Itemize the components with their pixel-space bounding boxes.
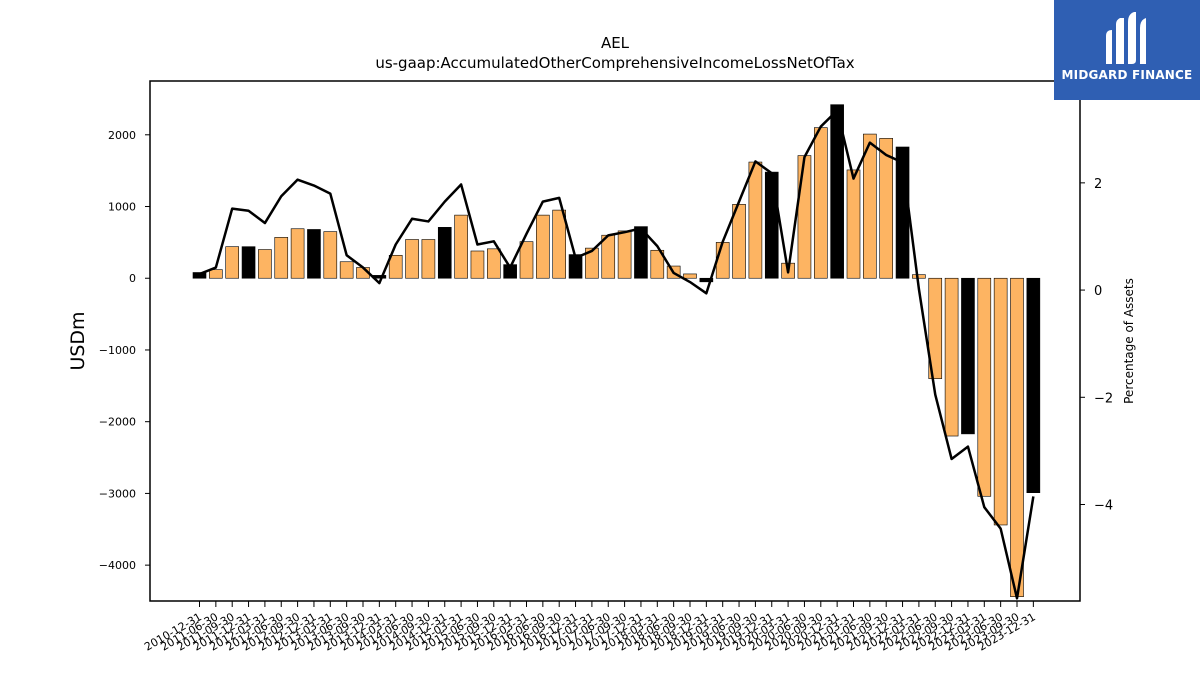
bar (274, 237, 289, 279)
bar (912, 274, 926, 279)
bar (797, 155, 812, 279)
bar-year-end (241, 246, 256, 279)
bar (585, 247, 599, 279)
bar (209, 269, 223, 279)
brand-logo: MIDGARD FINANCE (1054, 0, 1200, 100)
bar (1010, 277, 1024, 597)
y2-tick-label: −2 (1094, 391, 1113, 406)
bar (846, 169, 861, 279)
bar (715, 242, 730, 279)
bar (536, 214, 550, 279)
bar (928, 277, 943, 379)
plot-frame (149, 80, 1081, 602)
bar-year-end (503, 264, 517, 279)
bar-year-end (764, 171, 779, 279)
bar (617, 230, 632, 279)
y-tick-label: 0 (129, 272, 136, 285)
y-axis-right: −4 −2 0 2 (1080, 177, 1113, 514)
bar (863, 133, 877, 279)
x-axis: 2010-12-312011-06-302011-09-302011-12-31… (142, 601, 1038, 654)
bar-year-end (307, 229, 321, 279)
bar-year-end (437, 227, 452, 279)
y2-tick-label: −4 (1094, 499, 1113, 514)
bar (552, 209, 567, 279)
logo-text: MIDGARD FINANCE (1061, 68, 1193, 82)
bar (405, 239, 419, 279)
bar (486, 248, 501, 279)
bar (977, 277, 992, 497)
percent-assets-line (199, 109, 1035, 600)
bar (993, 277, 1008, 526)
y-tick-label: −1000 (99, 344, 136, 357)
bar (470, 250, 485, 279)
y-tick-label: 1000 (108, 201, 136, 214)
y-tick-label: −2000 (99, 416, 136, 429)
bar (258, 249, 272, 279)
y-tick-label: −3000 (99, 487, 136, 500)
bar-group (192, 104, 1041, 597)
y2-tick-label: 2 (1094, 177, 1102, 192)
bar (323, 231, 338, 279)
chart-title: AEL (601, 34, 630, 52)
y-tick-label: 2000 (108, 129, 136, 142)
y2-axis-label: Percentage of Assets (1122, 278, 1136, 404)
bar (339, 261, 354, 279)
y-axis-left: −4000 −3000 −2000 −1000 0 1000 2000 (99, 129, 150, 572)
bar (421, 239, 436, 279)
bar (650, 249, 665, 279)
y-tick-label: −4000 (99, 559, 136, 572)
bar (683, 273, 697, 279)
bar (879, 138, 894, 279)
bar-year-end (634, 226, 648, 279)
bar (601, 234, 616, 279)
bar-year-end (192, 272, 207, 279)
bar (748, 161, 763, 279)
midgard-logo-icon (1106, 12, 1146, 64)
bar-year-end (830, 104, 844, 279)
y-axis-label: USDm (67, 311, 89, 370)
bar (944, 277, 959, 437)
y2-tick-label: 0 (1094, 284, 1102, 299)
bar-year-end (961, 277, 975, 435)
bar-year-end (699, 277, 714, 283)
bar (388, 254, 403, 279)
bar (225, 246, 239, 279)
bar (519, 241, 534, 279)
bar-year-end (1026, 277, 1041, 493)
bar (290, 228, 305, 279)
bar (813, 127, 828, 279)
line-group (199, 109, 1035, 600)
chart-subtitle: us-gaap:AccumulatedOtherComprehensiveInc… (375, 54, 854, 72)
bar (454, 214, 468, 279)
